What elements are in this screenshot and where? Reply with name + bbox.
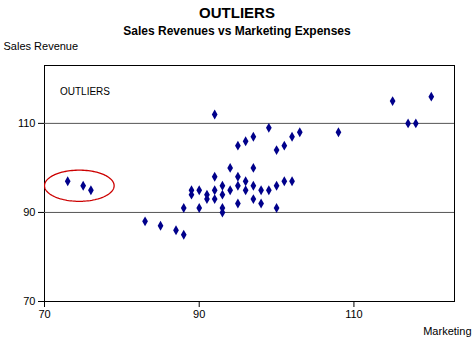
svg-text:90: 90 [23,206,35,218]
svg-text:110: 110 [18,117,36,129]
svg-text:Marketing: Marketing [423,325,471,337]
html-text:Sales Revenues vs Marketing Ex: Sales Revenues vs Marketing Expenses [123,24,351,38]
svg-text:110: 110 [345,308,363,320]
svg-text:70: 70 [38,308,50,320]
svg-text:90: 90 [193,308,205,320]
svg-text:Sales Revenue: Sales Revenue [4,40,79,52]
svg-text:70: 70 [23,295,35,307]
html-text:OUTLIERS: OUTLIERS [199,4,275,21]
svg-text:OUTLIERS: OUTLIERS [60,86,110,97]
